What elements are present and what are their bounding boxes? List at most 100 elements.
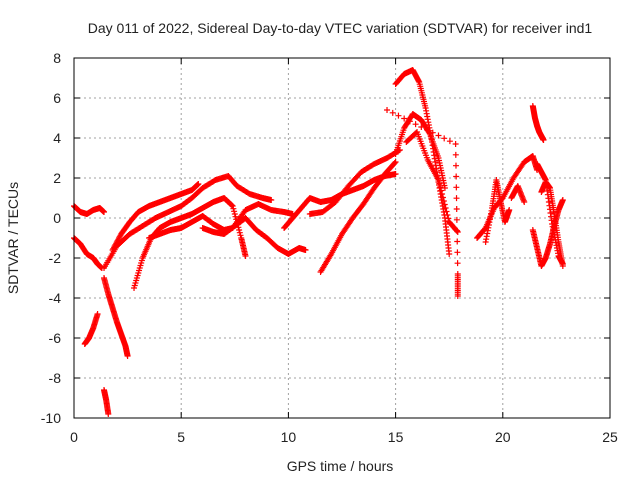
- ticks: [73, 57, 611, 419]
- series-arc-21: [529, 103, 547, 143]
- data-point-fill: [453, 173, 460, 180]
- data-point-fill: [453, 206, 460, 212]
- series-arc-2: [71, 235, 105, 271]
- data-point: [229, 203, 236, 209]
- data-point: [195, 181, 202, 187]
- data-point-fill: [453, 184, 460, 191]
- data-point-fill: [444, 212, 451, 218]
- data-point-fill: [389, 109, 396, 116]
- data-point-fill: [440, 198, 447, 204]
- y-tick-label: -8: [49, 370, 62, 386]
- data-point-fill: [452, 162, 459, 169]
- data-point-fill: [435, 132, 442, 139]
- series-arc-3: [81, 311, 101, 347]
- tick-labels: 0 5 10 15 20 25 -10 -8 -6 -4 -2 0 2 4 6 8: [41, 50, 618, 445]
- data-point-fill: [429, 129, 436, 136]
- data-point-fill: [443, 208, 450, 215]
- data-point-fill: [231, 211, 238, 217]
- data-point: [521, 199, 528, 205]
- y-tick-label: 8: [53, 50, 61, 66]
- series-arc-14: [392, 67, 453, 257]
- data-point: [454, 293, 461, 299]
- data-point-fill: [231, 208, 238, 215]
- data-point-fill: [441, 135, 448, 142]
- y-tick-label: -4: [49, 290, 62, 306]
- data-point-fill: [438, 187, 445, 194]
- y-tick-label: 6: [53, 90, 61, 106]
- series-arc-13: [306, 147, 403, 217]
- data-point: [302, 247, 309, 253]
- data-point-fill: [406, 118, 413, 125]
- data-point-fill: [424, 126, 431, 133]
- y-tick-label: -6: [49, 330, 62, 346]
- data-point-fill: [395, 112, 402, 119]
- data-point-fill: [436, 180, 443, 187]
- data-point-fill: [445, 215, 452, 222]
- data-point-fill: [453, 195, 460, 202]
- data-point-fill: [446, 138, 453, 145]
- data-point-fill: [441, 201, 448, 208]
- data-point-fill: [439, 194, 446, 201]
- data-point-fill: [230, 205, 237, 212]
- data-point-fill: [452, 151, 459, 158]
- data-point: [540, 137, 547, 143]
- series-arc-10: [199, 215, 309, 257]
- chart-title: Day 011 of 2022, Sidereal Day-to-day VTE…: [88, 20, 593, 36]
- series-arc-5: [101, 275, 131, 359]
- x-tick-label: 5: [177, 429, 185, 445]
- data-point-fill: [454, 227, 461, 234]
- data-point: [454, 229, 461, 235]
- data-point-fill: [454, 238, 461, 245]
- data-point-fill: [236, 229, 243, 236]
- data-point: [124, 353, 131, 359]
- data-point-fill: [439, 191, 446, 197]
- data-point: [446, 251, 453, 257]
- data-point: [268, 197, 275, 203]
- data-point: [94, 311, 101, 317]
- data-point-fill: [401, 115, 408, 122]
- x-tick-label: 15: [388, 429, 404, 445]
- series-arc-19: [482, 177, 513, 245]
- grid: [74, 58, 610, 418]
- data-point: [559, 261, 566, 267]
- data-point-fill: [237, 232, 244, 239]
- data-point-fill: [232, 213, 239, 220]
- series-arc-1: [71, 203, 108, 217]
- plot-frame: [73, 57, 611, 419]
- data-point-fill: [442, 205, 449, 211]
- series-arc-4: [101, 387, 112, 417]
- data-point: [392, 159, 399, 165]
- data-point: [435, 177, 442, 183]
- series-arc-20: [508, 183, 528, 205]
- series-arc-12: [317, 159, 399, 275]
- x-tick-label: 20: [495, 429, 511, 445]
- data-point-fill: [391, 160, 398, 166]
- data-point-fill: [453, 216, 460, 223]
- data-point-fill: [228, 202, 235, 209]
- y-tick-label: -2: [49, 250, 62, 266]
- data-point: [101, 209, 108, 215]
- x-axis-label: GPS time / hours: [287, 458, 394, 474]
- data-point: [559, 197, 566, 203]
- data-point-fill: [412, 121, 419, 128]
- x-tick-label: 0: [70, 429, 78, 445]
- data-point: [452, 141, 459, 147]
- data-point: [441, 185, 448, 191]
- data-point-fill: [437, 184, 444, 190]
- data-point: [242, 253, 249, 259]
- series-arc-7: [109, 181, 202, 253]
- data-point: [506, 207, 513, 213]
- x-tick-label: 10: [281, 429, 297, 445]
- data-points: [71, 67, 566, 417]
- data-point-fill: [418, 124, 425, 130]
- data-point-fill: [454, 260, 461, 267]
- x-tick-label: 25: [602, 429, 618, 445]
- y-tick-label: -10: [41, 410, 61, 426]
- data-point: [105, 411, 112, 417]
- y-axis-label: SDTVAR / TECUs: [5, 182, 21, 294]
- y-tick-label: 4: [53, 130, 61, 146]
- series-arc-18: [474, 153, 541, 241]
- data-point: [384, 107, 391, 113]
- series-arc-17: [384, 107, 461, 299]
